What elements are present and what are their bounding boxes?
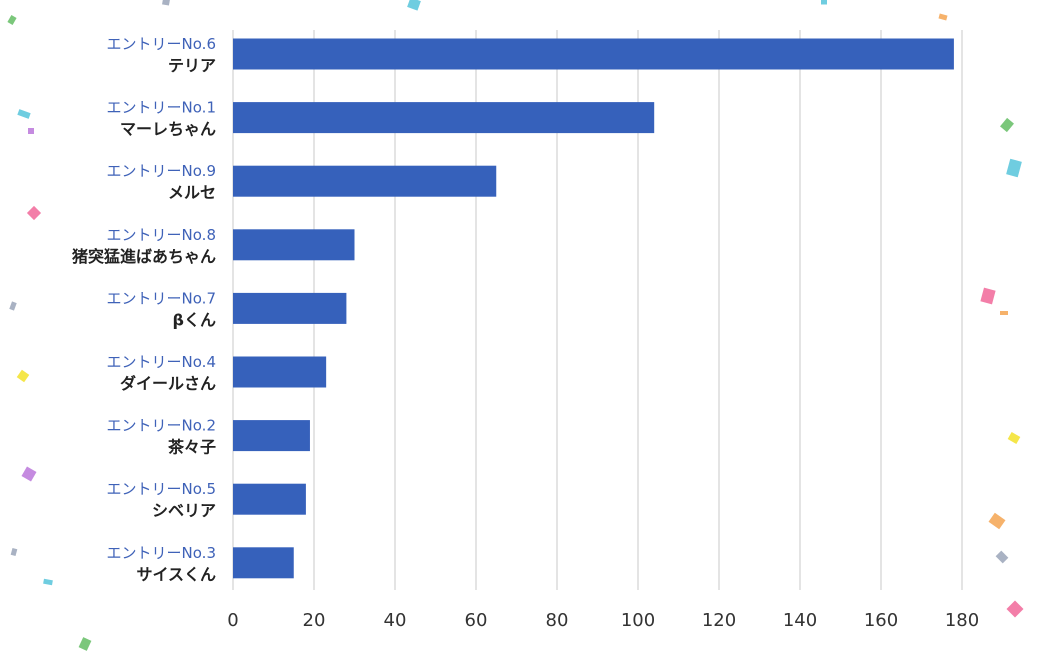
entry-name-label: ダイールさん xyxy=(120,374,216,393)
entry-name-label: サイスくん xyxy=(136,565,216,584)
confetti-piece xyxy=(988,512,1006,530)
entry-name-label: マーレちゃん xyxy=(120,120,216,139)
confetti-piece xyxy=(1000,117,1014,133)
confetti-piece xyxy=(7,15,17,25)
entry-name-label: 猪突猛進ばあちゃん xyxy=(71,247,216,266)
bar xyxy=(233,547,294,579)
entry-number-label: エントリーNo.4 xyxy=(107,353,216,371)
bar xyxy=(233,420,310,452)
bar xyxy=(233,38,954,70)
confetti-piece xyxy=(1007,432,1021,444)
bars xyxy=(233,38,954,579)
confetti-piece xyxy=(938,13,948,21)
confetti-piece xyxy=(1006,158,1022,178)
entry-name-label: 茶々子 xyxy=(167,438,216,457)
confetti-piece xyxy=(28,128,34,134)
entry-number-label: エントリーNo.3 xyxy=(107,544,216,562)
x-tick-label: 120 xyxy=(702,610,736,631)
x-tick-label: 160 xyxy=(864,610,898,631)
confetti-piece xyxy=(1006,600,1024,618)
confetti-piece xyxy=(10,547,18,557)
confetti-piece xyxy=(78,637,92,651)
x-axis-tick-labels: 0 20 40 60 80 100 120 140 160 180 xyxy=(227,610,979,631)
entry-number-label: エントリーNo.9 xyxy=(107,162,216,180)
bar xyxy=(233,229,355,261)
confetti-piece xyxy=(17,109,31,119)
bar xyxy=(233,102,655,134)
x-tick-label: 40 xyxy=(384,610,407,631)
confetti-piece xyxy=(821,0,827,5)
x-tick-label: 60 xyxy=(465,610,488,631)
entry-name-label: テリア xyxy=(168,56,216,75)
confetti-piece xyxy=(9,301,17,311)
confetti-piece xyxy=(162,0,170,6)
x-tick-label: 140 xyxy=(783,610,817,631)
confetti-piece xyxy=(980,287,996,305)
confetti-piece xyxy=(1000,311,1008,315)
confetti-piece xyxy=(995,550,1009,564)
confetti-piece xyxy=(21,466,37,482)
x-tick-label: 180 xyxy=(945,610,979,631)
x-tick-label: 0 xyxy=(227,610,238,631)
x-tick-label: 80 xyxy=(546,610,569,631)
confetti-piece xyxy=(43,578,53,586)
entry-name-label: βくん xyxy=(173,310,216,329)
entry-number-label: エントリーNo.7 xyxy=(107,289,216,307)
entry-number-label: エントリーNo.6 xyxy=(107,35,216,53)
entry-number-label: エントリーNo.8 xyxy=(107,226,216,244)
confetti-decoration xyxy=(7,0,1024,651)
entry-number-label: エントリーNo.5 xyxy=(107,480,216,498)
entry-number-label: エントリーNo.1 xyxy=(107,99,216,117)
confetti-piece xyxy=(26,205,42,221)
entry-name-label: シベリア xyxy=(152,501,216,520)
confetti-piece xyxy=(16,369,30,383)
bar xyxy=(233,292,347,324)
bar xyxy=(233,356,327,388)
bar xyxy=(233,483,306,515)
bar xyxy=(233,165,497,197)
x-tick-label: 20 xyxy=(303,610,326,631)
entry-number-label: エントリーNo.2 xyxy=(107,417,216,435)
x-tick-label: 100 xyxy=(621,610,655,631)
entry-name-label: メルセ xyxy=(168,183,216,202)
confetti-piece xyxy=(407,0,421,11)
